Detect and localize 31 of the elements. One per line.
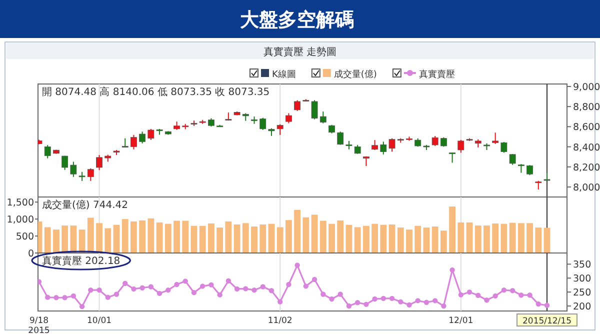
y-tick-label: 8,000 (573, 182, 600, 194)
legend-item: 成交量(億) (311, 68, 377, 80)
annotation: 成交量(億) 744.42 (42, 199, 128, 211)
chart-subtitle: 真實賣壓 走勢圖 (263, 46, 337, 58)
x-tick-label: 2015/12/15 (522, 316, 572, 326)
y-tick-label: 1,500 (6, 198, 34, 209)
y-tick-label: 300 (573, 274, 592, 285)
x-tick-label: 10/01 (87, 316, 112, 326)
y-tick-label: 250 (573, 288, 592, 299)
y-tick-label: 1,000 (6, 214, 34, 226)
chart-title: 大盤多空解碼 (240, 9, 354, 31)
y-tick-label: 500 (16, 232, 34, 243)
header: 大盤多空解碼 (0, 0, 600, 38)
y-tick-label: 9,000 (573, 82, 600, 94)
legend-label: 成交量(億) (334, 69, 377, 80)
legend-item: 真實賣壓 (392, 68, 455, 80)
legend-label: 真實賣壓 (418, 69, 455, 80)
y-tick-label: 200 (573, 301, 592, 312)
cursor-label: 2015/12/15 (516, 314, 578, 326)
y-tick-label: 8,600 (573, 122, 600, 134)
y-tick-label: 8,200 (573, 162, 600, 174)
x-tick-label: 11/02 (268, 316, 292, 326)
annotation: 真實賣壓 202.18 (42, 255, 120, 267)
y-tick-label: 8,400 (573, 142, 600, 154)
y-tick-label: 350 (573, 260, 592, 271)
annotation: 開 8074.48 高 8140.06 低 8073.35 收 8073.35 (42, 86, 270, 98)
legend-item: K線圖 (250, 68, 296, 80)
x-tick-label: 9/18 2015 (28, 316, 50, 334)
x-tick-label: 12/01 (448, 316, 474, 326)
y-tick-label: 0 (28, 248, 34, 260)
y-tick-label: 8,800 (573, 102, 600, 114)
